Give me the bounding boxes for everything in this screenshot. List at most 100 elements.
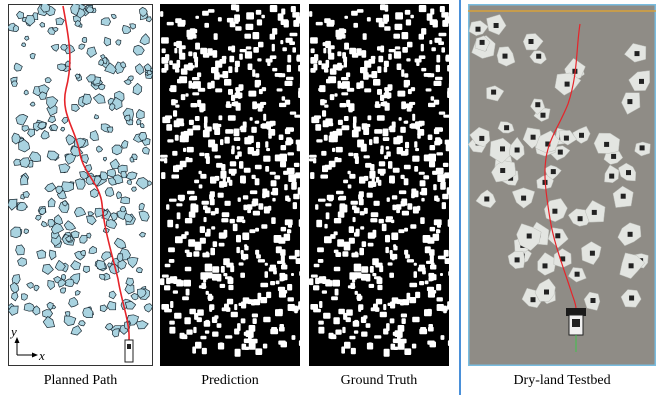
- fiducial-marker: [530, 134, 536, 140]
- mask-blob: [420, 43, 424, 52]
- mask-blob: [316, 219, 323, 228]
- mask-blob: [172, 150, 178, 156]
- mask-blob: [268, 129, 276, 136]
- mask-blob: [190, 103, 198, 108]
- mask-blob: [353, 263, 362, 272]
- mask-blob: [351, 10, 358, 16]
- mask-blob: [393, 33, 400, 39]
- mask-blob: [212, 266, 220, 273]
- mask-blob: [349, 173, 356, 179]
- rock: [38, 91, 48, 100]
- mask-blob: [212, 331, 219, 337]
- mask-blob: [166, 277, 171, 285]
- mask-blob: [187, 190, 195, 195]
- mask-blob: [378, 21, 385, 28]
- mask-blob: [430, 262, 435, 269]
- fiducial-marker: [560, 256, 566, 262]
- section-divider: [459, 0, 461, 395]
- mask-blob: [183, 279, 191, 287]
- mask-blob: [235, 102, 241, 111]
- fiducial-marker: [611, 153, 617, 159]
- mask-blob: [448, 271, 449, 276]
- mask-blob: [365, 273, 371, 282]
- mask-blob: [243, 167, 251, 173]
- mask-blob: [236, 234, 241, 243]
- mask-blob: [289, 41, 295, 45]
- rock: [74, 289, 81, 296]
- mask-blob: [223, 258, 230, 266]
- mask-blob: [227, 115, 236, 121]
- mask-blob: [427, 134, 433, 140]
- fiducial-marker: [540, 112, 546, 118]
- mask-blob: [407, 203, 413, 210]
- mask-blob: [291, 273, 294, 276]
- mask-blob: [295, 258, 300, 264]
- rock: [65, 153, 77, 165]
- mask-blob: [352, 217, 356, 223]
- fiducial-marker: [574, 271, 580, 277]
- mask-blob: [447, 301, 449, 307]
- mask-blob: [400, 313, 407, 318]
- mask-blob: [264, 271, 268, 278]
- rock: [50, 44, 59, 52]
- mask-blob: [368, 283, 375, 288]
- rock: [138, 231, 146, 238]
- fiducial-marker: [521, 195, 527, 201]
- mask-blob: [263, 316, 271, 323]
- mask-blob: [168, 247, 175, 253]
- mask-blob: [417, 129, 425, 136]
- mask-blob: [326, 78, 331, 84]
- mask-blob: [324, 223, 328, 229]
- mask-blob: [160, 11, 164, 17]
- mask-blob: [234, 304, 238, 311]
- rock: [68, 296, 79, 308]
- rock: [70, 325, 83, 336]
- rock: [97, 83, 106, 91]
- mask-blob: [194, 116, 200, 121]
- mask-blob: [230, 311, 238, 318]
- mask-blob: [237, 197, 241, 202]
- mask-blob: [447, 65, 449, 72]
- mask-blob: [289, 32, 298, 37]
- rock: [92, 93, 106, 104]
- mask-blob: [193, 326, 197, 334]
- mask-blob: [447, 219, 449, 227]
- mask-blob: [313, 115, 321, 119]
- mask-blob: [255, 73, 260, 78]
- mask-blob: [265, 166, 270, 172]
- mask-blob: [375, 298, 383, 305]
- mask-blob: [438, 111, 446, 115]
- mask-blob: [176, 203, 183, 207]
- mask-blob: [210, 211, 216, 216]
- mask-blob: [328, 160, 336, 168]
- mask-blob: [263, 113, 267, 121]
- mask-blob: [436, 54, 441, 63]
- mask-blob: [322, 110, 327, 117]
- mask-blob: [184, 231, 189, 236]
- mask-blob: [315, 204, 319, 210]
- mask-blob: [245, 339, 252, 344]
- mask-blob: [272, 197, 276, 202]
- mask-blob: [266, 148, 270, 152]
- mask-blob: [263, 155, 271, 162]
- mask-blob: [405, 254, 410, 259]
- mask-blob: [419, 281, 425, 286]
- mask-blob: [209, 304, 215, 310]
- mask-blob: [334, 157, 339, 161]
- mask-blob: [418, 5, 427, 13]
- mask-blob: [228, 284, 234, 291]
- mask-blob: [313, 63, 318, 71]
- rock: [60, 44, 68, 51]
- mask-blob: [366, 17, 371, 22]
- rock: [93, 114, 100, 120]
- mask-blob: [269, 120, 276, 126]
- rock: [47, 115, 57, 124]
- mask-blob: [208, 139, 216, 148]
- mask-blob: [225, 103, 232, 108]
- mask-blob: [210, 176, 217, 184]
- rock: [44, 77, 52, 84]
- mask-blob: [423, 73, 432, 77]
- mask-blob: [258, 203, 264, 210]
- mask-blob: [367, 115, 372, 121]
- mask-blob: [167, 139, 174, 143]
